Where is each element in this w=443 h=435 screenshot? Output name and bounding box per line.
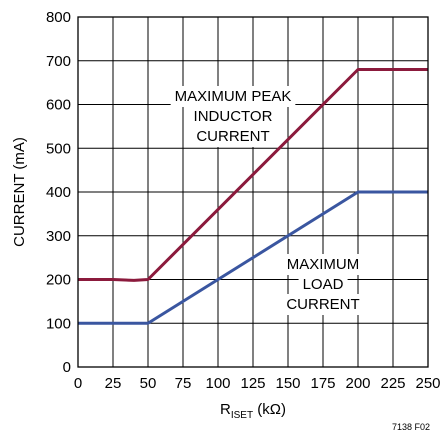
annotation-background: [170, 86, 296, 107]
y-tick-label: 0: [63, 359, 71, 376]
load-annotation-line-1: MAXIMUM: [287, 256, 360, 273]
figure-id: 7138 F02: [392, 422, 430, 432]
x-tick-label: 75: [175, 375, 192, 392]
annotation-backgrounds: [170, 86, 364, 315]
annotation-background: [192, 126, 274, 147]
x-tick-label: 0: [74, 375, 82, 392]
y-tick-label: 200: [46, 272, 71, 289]
y-tick-label: 600: [46, 97, 71, 114]
x-tick-label: 125: [240, 375, 265, 392]
y-tick-label: 800: [46, 9, 71, 26]
series-peak-inductor-current: [78, 68, 428, 282]
x-tick-label: 225: [380, 375, 405, 392]
series-load-current: [78, 190, 428, 325]
y-tick-label: 100: [46, 315, 71, 332]
y-tick-label: 700: [46, 53, 71, 70]
series-group: [78, 68, 428, 325]
x-tick-label: 150: [275, 375, 300, 392]
y-tick-label: 500: [46, 140, 71, 157]
x-axis-title: RISET (kΩ): [220, 401, 286, 421]
annotation-background: [189, 106, 277, 127]
y-tick-label: 400: [46, 184, 71, 201]
x-axis-title-subscript: ISET: [231, 410, 253, 421]
x-tick-label: 200: [345, 375, 370, 392]
annotation-background: [282, 254, 364, 275]
load-annotation-line-2: LOAD: [303, 276, 344, 293]
tick-labels: 0 25 50 75 100 125 150 175 200 225 250 0 100 200 300 40…: [46, 9, 441, 392]
annotations: MAXIMUM PEAK INDUCTOR CURRENT MAXIMUM LO…: [175, 88, 360, 313]
peak-annotation-line-2: INDUCTOR: [194, 108, 273, 125]
load-annotation-line-3: CURRENT: [286, 296, 359, 313]
x-tick-label: 175: [310, 375, 335, 392]
peak-annotation-line-3: CURRENT: [196, 128, 269, 145]
x-axis-title-main: R: [220, 401, 231, 418]
x-axis-title-unit: (kΩ): [253, 401, 286, 418]
y-tick-label: 300: [46, 228, 71, 245]
x-tick-label: 50: [140, 375, 157, 392]
plot-frame: [77, 16, 429, 368]
peak-annotation-line-1: MAXIMUM PEAK: [175, 88, 292, 105]
y-axis-title: CURRENT (mA): [11, 137, 28, 247]
x-tick-label: 250: [415, 375, 440, 392]
annotation-background: [282, 294, 364, 315]
x-tick-label: 100: [205, 375, 230, 392]
x-tick-label: 25: [105, 375, 122, 392]
annotation-background: [298, 274, 348, 295]
